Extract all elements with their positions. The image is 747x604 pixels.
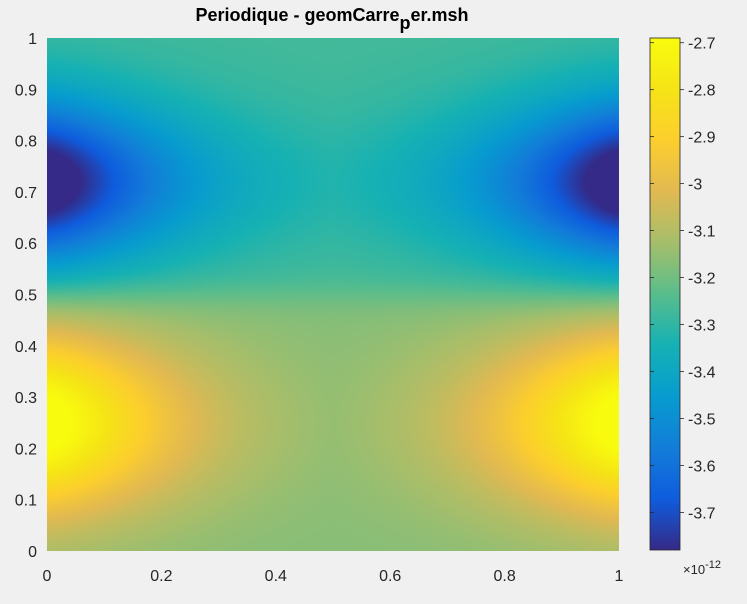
colorbar-tick-label: -3.5 — [688, 411, 716, 428]
x-tick-label: 0.8 — [493, 568, 515, 585]
colorbar-tick-label: -3.4 — [688, 365, 716, 382]
y-tick-label: 0.9 — [15, 82, 37, 99]
chart-title: Periodique - geomCarreper.msh — [195, 5, 468, 33]
y-tick-label: 1 — [28, 31, 37, 48]
y-tick-label: 0 — [28, 544, 37, 561]
y-tick-label: 0.6 — [15, 236, 37, 253]
x-tick-label: 1 — [615, 568, 624, 585]
x-tick-label: 0.6 — [379, 568, 401, 585]
y-tick-label: 0.4 — [15, 339, 37, 356]
y-tick-label: 0.3 — [15, 390, 37, 407]
heatmap-image — [47, 38, 619, 551]
x-tick-label: 0.4 — [265, 568, 287, 585]
colorbar-exponent-power: -12 — [705, 559, 721, 571]
colorbar-tick-label: -3.3 — [688, 318, 716, 335]
colorbar: -2.7 -2.8 -2.9 -3 -3.1 -3.2 -3.3 -3.4 -3.5 -3.6 -3… — [649, 36, 721, 577]
chart-title-main: Periodique - geomCarre — [195, 5, 399, 25]
y-tick-label: 0.8 — [15, 134, 37, 151]
colorbar-tick-label: -3 — [688, 177, 702, 194]
chart-title-subscript: p — [400, 13, 411, 33]
colorbar-tick-label: -3.6 — [688, 458, 716, 475]
colorbar-tick-label: -3.2 — [688, 271, 716, 288]
colorbar-tick-label: -2.8 — [688, 83, 716, 100]
colorbar-gradient — [650, 38, 680, 550]
colorbar-exponent-base: ×10 — [683, 562, 705, 577]
y-tick-label: 0.1 — [15, 493, 37, 510]
y-axis: 0 0.1 0.2 0.3 0.4 0.5 0.6 0.7 0.8 0.9 1 — [15, 31, 37, 561]
colorbar-tick-label: -2.7 — [688, 36, 716, 53]
colorbar-tick-label: -2.9 — [688, 130, 716, 147]
colorbar-frame — [649, 37, 681, 551]
chart-title-suffix: er.msh — [411, 5, 469, 25]
colorbar-tick-label: -3.1 — [688, 224, 716, 241]
y-tick-label: 0.5 — [15, 288, 37, 305]
plot-area — [47, 38, 619, 551]
y-tick-label: 0.2 — [15, 441, 37, 458]
x-tick-label: 0 — [43, 568, 52, 585]
colorbar-tick-label: -3.7 — [688, 505, 716, 522]
colorbar-exponent: ×10-12 — [683, 559, 721, 577]
colorbar-ticks: -2.7 -2.8 -2.9 -3 -3.1 -3.2 -3.3 -3.4 -3.5 -3.6 -3… — [650, 36, 716, 522]
x-tick-label: 0.2 — [150, 568, 172, 585]
y-tick-label: 0.7 — [15, 185, 37, 202]
x-axis: 0 0.2 0.4 0.6 0.8 1 — [43, 568, 624, 585]
